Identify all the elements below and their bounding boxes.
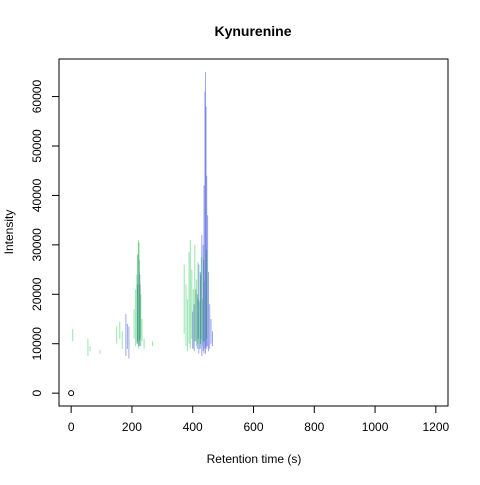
y-tick-label: 30000 <box>30 228 44 262</box>
y-tick-label: 50000 <box>30 129 44 163</box>
y-tick-label: 60000 <box>30 80 44 114</box>
y-tick-label: 40000 <box>30 178 44 212</box>
data-layer <box>68 71 213 397</box>
chart-title: Kynurenine <box>214 23 291 39</box>
x-axis-label: Retention time (s) <box>207 452 302 466</box>
x-tick-label: 800 <box>304 420 324 434</box>
axes-layer: 0 200 400 600 800 1000 1200 0 10000 20000 30000 400… <box>30 80 450 434</box>
plot-frame <box>58 58 449 407</box>
y-axis-label: Intensity <box>2 210 16 255</box>
x-tick-label: 200 <box>122 420 142 434</box>
x-tick-label: 0 <box>68 420 75 434</box>
x-tick-label: 600 <box>243 420 263 434</box>
y-tick-label: 10000 <box>30 327 44 361</box>
x-tick-label: 1000 <box>362 420 389 434</box>
x-tick-label: 400 <box>183 420 203 434</box>
data-point-origin <box>68 390 75 397</box>
y-tick-label: 0 <box>30 389 44 396</box>
x-tick-label: 1200 <box>422 420 449 434</box>
y-tick-label: 20000 <box>30 277 44 311</box>
